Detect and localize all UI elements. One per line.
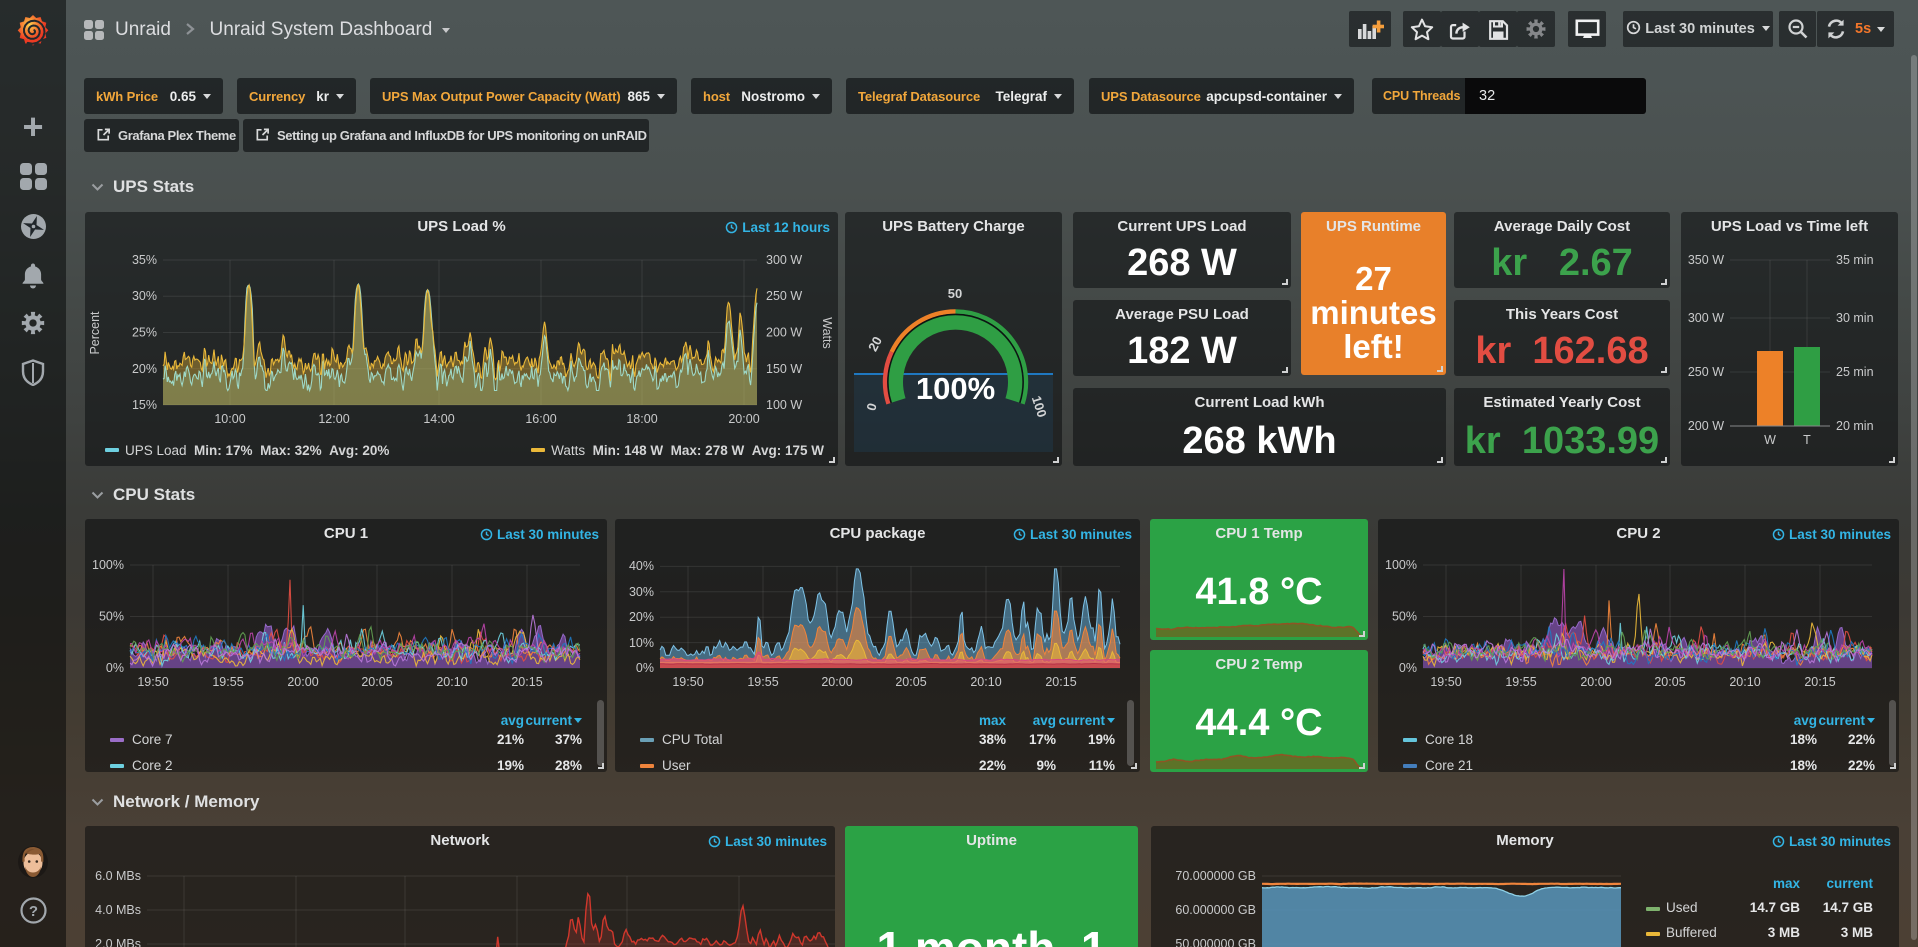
svg-text:50%: 50%: [1392, 610, 1417, 624]
svg-text:20:15: 20:15: [1804, 675, 1835, 689]
svg-text:10:00: 10:00: [214, 412, 245, 426]
svg-text:60.000000 GB: 60.000000 GB: [1175, 903, 1256, 917]
svg-text:50%: 50%: [99, 610, 124, 624]
svg-text:100: 100: [1029, 394, 1050, 419]
svg-text:70.000000 GB: 70.000000 GB: [1175, 869, 1256, 883]
svg-text:350 W: 350 W: [1688, 253, 1724, 267]
svg-text:250 W: 250 W: [766, 289, 802, 303]
svg-text:25%: 25%: [132, 326, 157, 340]
svg-text:50.000000 GB: 50.000000 GB: [1175, 937, 1256, 947]
svg-text:20:00: 20:00: [821, 675, 852, 689]
svg-text:150 W: 150 W: [766, 362, 802, 376]
svg-text:20:05: 20:05: [895, 675, 926, 689]
svg-text:19:55: 19:55: [1505, 675, 1536, 689]
svg-text:2.0 MBs: 2.0 MBs: [95, 937, 141, 947]
svg-text:0: 0: [863, 401, 879, 412]
svg-text:30 min: 30 min: [1836, 311, 1874, 325]
svg-text:100%: 100%: [916, 371, 995, 406]
svg-text:30%: 30%: [629, 585, 654, 599]
svg-text:20:15: 20:15: [511, 675, 542, 689]
svg-text:20:00: 20:00: [728, 412, 759, 426]
svg-text:Percent: Percent: [88, 311, 102, 355]
svg-text:300 W: 300 W: [1688, 311, 1724, 325]
svg-text:20%: 20%: [132, 362, 157, 376]
svg-text:20:10: 20:10: [1729, 675, 1760, 689]
svg-text:20: 20: [865, 334, 885, 354]
svg-text:19:50: 19:50: [1430, 675, 1461, 689]
svg-text:19:55: 19:55: [212, 675, 243, 689]
svg-text:?: ?: [28, 903, 37, 920]
svg-text:19:55: 19:55: [747, 675, 778, 689]
svg-text:0%: 0%: [636, 661, 654, 675]
svg-text:100%: 100%: [1385, 558, 1417, 572]
svg-text:6.0 MBs: 6.0 MBs: [95, 869, 141, 883]
svg-text:100%: 100%: [92, 558, 124, 572]
svg-text:200 W: 200 W: [1688, 419, 1724, 433]
svg-text:16:00: 16:00: [525, 412, 556, 426]
svg-text:20%: 20%: [629, 610, 654, 624]
svg-text:Watts: Watts: [820, 317, 834, 348]
svg-text:35%: 35%: [132, 253, 157, 267]
svg-text:20:00: 20:00: [287, 675, 318, 689]
svg-text:50: 50: [948, 286, 962, 301]
svg-text:20:15: 20:15: [1045, 675, 1076, 689]
svg-text:20:10: 20:10: [970, 675, 1001, 689]
svg-text:4.0 MBs: 4.0 MBs: [95, 903, 141, 917]
svg-text:19:50: 19:50: [672, 675, 703, 689]
svg-text:35 min: 35 min: [1836, 253, 1874, 267]
svg-text:20:10: 20:10: [436, 675, 467, 689]
svg-text:30%: 30%: [132, 289, 157, 303]
svg-text:10%: 10%: [629, 636, 654, 650]
svg-text:300 W: 300 W: [766, 253, 802, 267]
svg-text:0%: 0%: [106, 661, 124, 675]
svg-text:20 min: 20 min: [1836, 419, 1874, 433]
svg-text:0%: 0%: [1399, 661, 1417, 675]
svg-text:100 W: 100 W: [766, 398, 802, 412]
svg-text:18:00: 18:00: [626, 412, 657, 426]
svg-text:20:05: 20:05: [361, 675, 392, 689]
svg-text:20:05: 20:05: [1654, 675, 1685, 689]
svg-text:40%: 40%: [629, 559, 654, 573]
svg-text:14:00: 14:00: [423, 412, 454, 426]
svg-text:15%: 15%: [132, 398, 157, 412]
svg-text:W: W: [1764, 433, 1776, 447]
svg-text:250 W: 250 W: [1688, 365, 1724, 379]
svg-text:200 W: 200 W: [766, 326, 802, 340]
svg-text:12:00: 12:00: [318, 412, 349, 426]
svg-text:T: T: [1803, 433, 1811, 447]
svg-text:25 min: 25 min: [1836, 365, 1874, 379]
svg-text:20:00: 20:00: [1580, 675, 1611, 689]
svg-text:19:50: 19:50: [137, 675, 168, 689]
